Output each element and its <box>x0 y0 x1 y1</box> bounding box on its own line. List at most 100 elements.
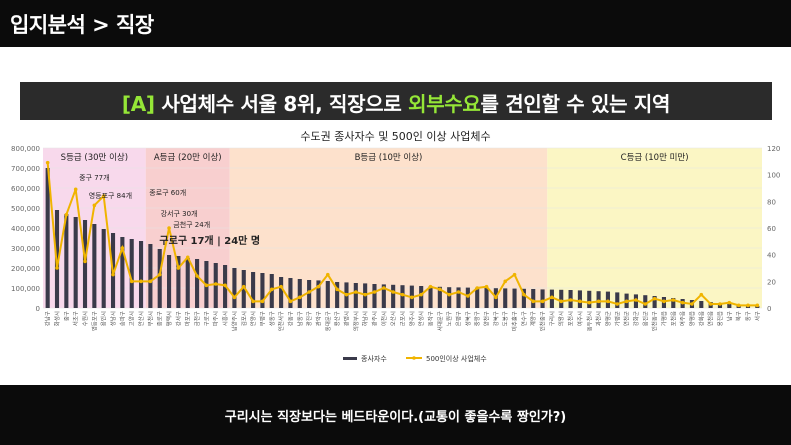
x-tick-label: 강동구 <box>287 311 294 326</box>
y-left-tick: 800,000 <box>11 145 40 153</box>
chart-annotation: 종로구 60개 <box>149 188 186 197</box>
data-bar <box>279 277 284 308</box>
data-bar <box>652 296 657 308</box>
x-tick-label: 양평군 <box>604 311 612 326</box>
x-tick-label: 가평읍 <box>660 311 668 326</box>
line-point <box>550 295 554 300</box>
x-tick-label: 동대문구 <box>324 311 332 331</box>
data-bar <box>232 268 237 308</box>
y-right-tick: 100 <box>767 172 780 180</box>
line-point <box>157 272 162 277</box>
x-tick-label: 미추홀구 <box>511 311 519 331</box>
x-tick-label: 인천서구 <box>277 311 285 331</box>
line-point <box>690 302 694 306</box>
headline-text: [A] 사업체수 서울 8위, 직장으로 외부수요를 견인할 수 있는 지역 <box>20 88 772 117</box>
line-point <box>559 299 564 304</box>
x-tick-label: 남구 <box>725 311 733 321</box>
headline-part-a: 사업체수 서울 8위, 직장으로 <box>154 92 409 116</box>
data-bar <box>297 279 302 308</box>
x-tick-label: 동구 <box>745 311 752 321</box>
data-bar <box>307 280 312 308</box>
x-tick-label: 안성시 <box>417 311 425 326</box>
headline-banner: [A] 사업체수 서울 8위, 직장으로 외부수요를 견인할 수 있는 지역 <box>20 82 772 120</box>
headline-part-b: 를 견인할 수 있는 지역 <box>480 92 671 116</box>
line-point <box>73 187 78 192</box>
x-tick-label: 부천시 <box>146 311 154 326</box>
line-point <box>335 287 339 292</box>
chart-annotation: 중구 77개 <box>79 173 109 182</box>
x-tick-label: 용산구 <box>333 311 341 326</box>
line-point <box>755 303 760 308</box>
data-bar <box>475 287 480 308</box>
x-tick-label: 송파구 <box>118 311 126 326</box>
line-point <box>494 295 498 300</box>
line-point <box>129 279 134 284</box>
data-bar <box>456 287 461 308</box>
data-bar <box>251 272 256 308</box>
x-tick-label: 남동구 <box>296 311 304 326</box>
data-bar <box>129 239 134 308</box>
headline-highlight: 외부수요 <box>408 92 481 116</box>
line-point <box>251 299 255 304</box>
data-bar <box>138 241 144 308</box>
line-point <box>419 292 423 297</box>
data-bar <box>64 214 69 308</box>
y-right-tick: 60 <box>767 225 776 233</box>
line-point <box>120 246 125 250</box>
x-tick-label: 가평군 <box>613 311 621 326</box>
line-point <box>232 295 237 300</box>
x-tick-label: 금천구 <box>193 311 201 326</box>
x-tick-label: 여주시 <box>576 311 584 326</box>
data-bar <box>447 287 452 308</box>
line-point <box>727 300 732 305</box>
x-tick-label: 의왕시 <box>557 311 565 326</box>
x-tick-label: 서초구 <box>72 311 80 326</box>
page-title: 입지분석 > 직장 <box>10 13 154 37</box>
line-point <box>410 295 414 300</box>
line-point <box>64 212 69 217</box>
data-bar <box>316 280 321 308</box>
line-point <box>643 302 648 306</box>
line-point <box>699 292 704 297</box>
x-tick-label: 영등포구 <box>90 311 98 331</box>
line-point <box>316 284 321 289</box>
line-point <box>382 286 386 290</box>
x-tick-label: 동두천시 <box>585 311 593 331</box>
data-bar <box>577 290 582 308</box>
x-tick-label: 포천시 <box>567 311 575 326</box>
data-bar <box>503 288 508 308</box>
line-point <box>279 284 283 289</box>
chart-annotation: 영등포구 84개 <box>89 191 132 200</box>
line-point <box>55 266 59 270</box>
zone-label: B등급 (10만 이상) <box>355 152 423 163</box>
line-point <box>587 300 592 305</box>
data-bar <box>101 229 106 308</box>
x-tick-label: 구로구 <box>203 311 210 326</box>
line-point <box>456 290 461 294</box>
line-point <box>148 279 153 284</box>
y-left-tick: 300,000 <box>11 245 40 253</box>
data-bar <box>643 295 648 308</box>
x-tick-label: 광주시 <box>371 311 378 326</box>
x-tick-label: 강남구 <box>44 311 52 326</box>
line-point <box>718 302 722 306</box>
data-bar <box>484 288 489 308</box>
line-point <box>671 298 676 302</box>
zone-label: C등급 (10만 미만) <box>621 153 689 163</box>
x-tick-label: 남양주시 <box>230 311 238 331</box>
line-point <box>195 274 199 278</box>
data-bar <box>372 284 377 308</box>
header-bar: 입지분석 > 직장 <box>0 0 791 47</box>
data-bar <box>195 259 200 308</box>
line-point <box>92 203 97 208</box>
x-tick-label: 노원구 <box>445 311 453 326</box>
data-bar <box>391 284 396 308</box>
x-tick-label: 안양시 <box>249 311 257 326</box>
line-point <box>531 299 536 304</box>
data-bar <box>353 283 358 308</box>
chart-svg: S등급 (30만 이상) A등급 (20만 이상) B등급 (10만 이상) C등급 … <box>11 145 780 363</box>
data-bar <box>45 168 50 308</box>
line-point <box>615 302 620 306</box>
x-tick-label: 중랑구 <box>474 311 481 326</box>
y-left-tick: 700,000 <box>11 165 40 173</box>
